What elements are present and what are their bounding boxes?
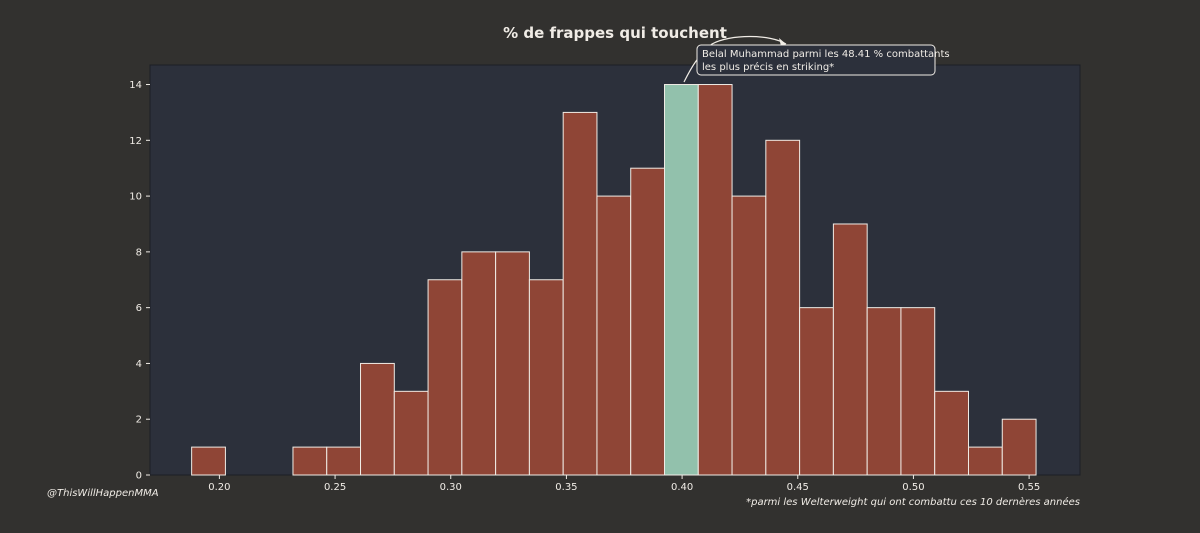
- histogram-bar: [596, 195, 632, 476]
- histogram-bar: [934, 390, 969, 476]
- x-tick-label: 0.45: [787, 482, 809, 493]
- histogram-bar: [427, 279, 463, 476]
- x-tick-label: 0.50: [902, 482, 924, 493]
- y-tick-label: 10: [129, 192, 142, 203]
- annotation-line-2: les plus précis en striking*: [702, 61, 834, 73]
- x-axis: 0.20 0.25 0.30 0.35 0.40 0.45 0.50 0.55: [208, 475, 1040, 493]
- annotation: Belal Muhammad parmi les 48.41 % combatt…: [683, 35, 950, 83]
- histogram-bar: [528, 279, 564, 476]
- y-tick-label: 2: [136, 415, 142, 426]
- x-tick-label: 0.30: [440, 482, 462, 493]
- annotation-box: [696, 44, 936, 76]
- histogram-bar: [326, 446, 362, 476]
- annotation-line-1: Belal Muhammad parmi les 48.41 % combatt…: [702, 49, 950, 60]
- credit-text: @ThisWillHappenMMA: [47, 488, 159, 499]
- histogram-bar: [731, 195, 767, 476]
- bars-group: [191, 84, 1037, 476]
- histogram-bar: [292, 446, 328, 476]
- x-tick-label: 0.35: [555, 482, 577, 493]
- x-tick-label: 0.55: [1018, 482, 1040, 493]
- highlight-bar: [664, 84, 699, 476]
- footnote-text: *parmi les Welterweight qui ont combattu…: [746, 496, 1080, 508]
- annotation-arrowhead: [779, 38, 786, 46]
- histogram-bar: [630, 167, 666, 476]
- histogram-bar: [495, 251, 530, 476]
- histogram-bar: [866, 307, 902, 476]
- y-tick-label: 8: [136, 247, 142, 258]
- y-tick-label: 6: [136, 303, 142, 314]
- histogram-bar: [393, 390, 429, 476]
- histogram-bar: [900, 307, 936, 476]
- histogram-bar: [765, 139, 801, 476]
- histogram-bar: [967, 446, 1003, 476]
- chart-title: % de frappes qui touchent: [503, 24, 727, 42]
- histogram-bar: [697, 84, 733, 476]
- y-tick-label: 12: [129, 136, 142, 147]
- histogram-bar: [1001, 418, 1037, 476]
- histogram-bar: [461, 251, 497, 476]
- annotation-arrow: [683, 35, 787, 83]
- histogram-bar: [799, 307, 834, 476]
- y-tick-label: 0: [136, 471, 142, 482]
- x-tick-label: 0.20: [208, 482, 230, 493]
- y-axis: 0 2 4 6 8 10 12 14: [129, 80, 150, 482]
- y-tick-label: 4: [136, 359, 142, 370]
- x-tick-label: 0.25: [324, 482, 346, 493]
- y-tick-label: 14: [129, 80, 142, 91]
- histogram-bar: [832, 223, 868, 476]
- histogram-bar: [562, 111, 598, 476]
- histogram-bar: [360, 362, 395, 476]
- x-tick-label: 0.40: [671, 482, 693, 493]
- histogram-bar: [191, 446, 226, 476]
